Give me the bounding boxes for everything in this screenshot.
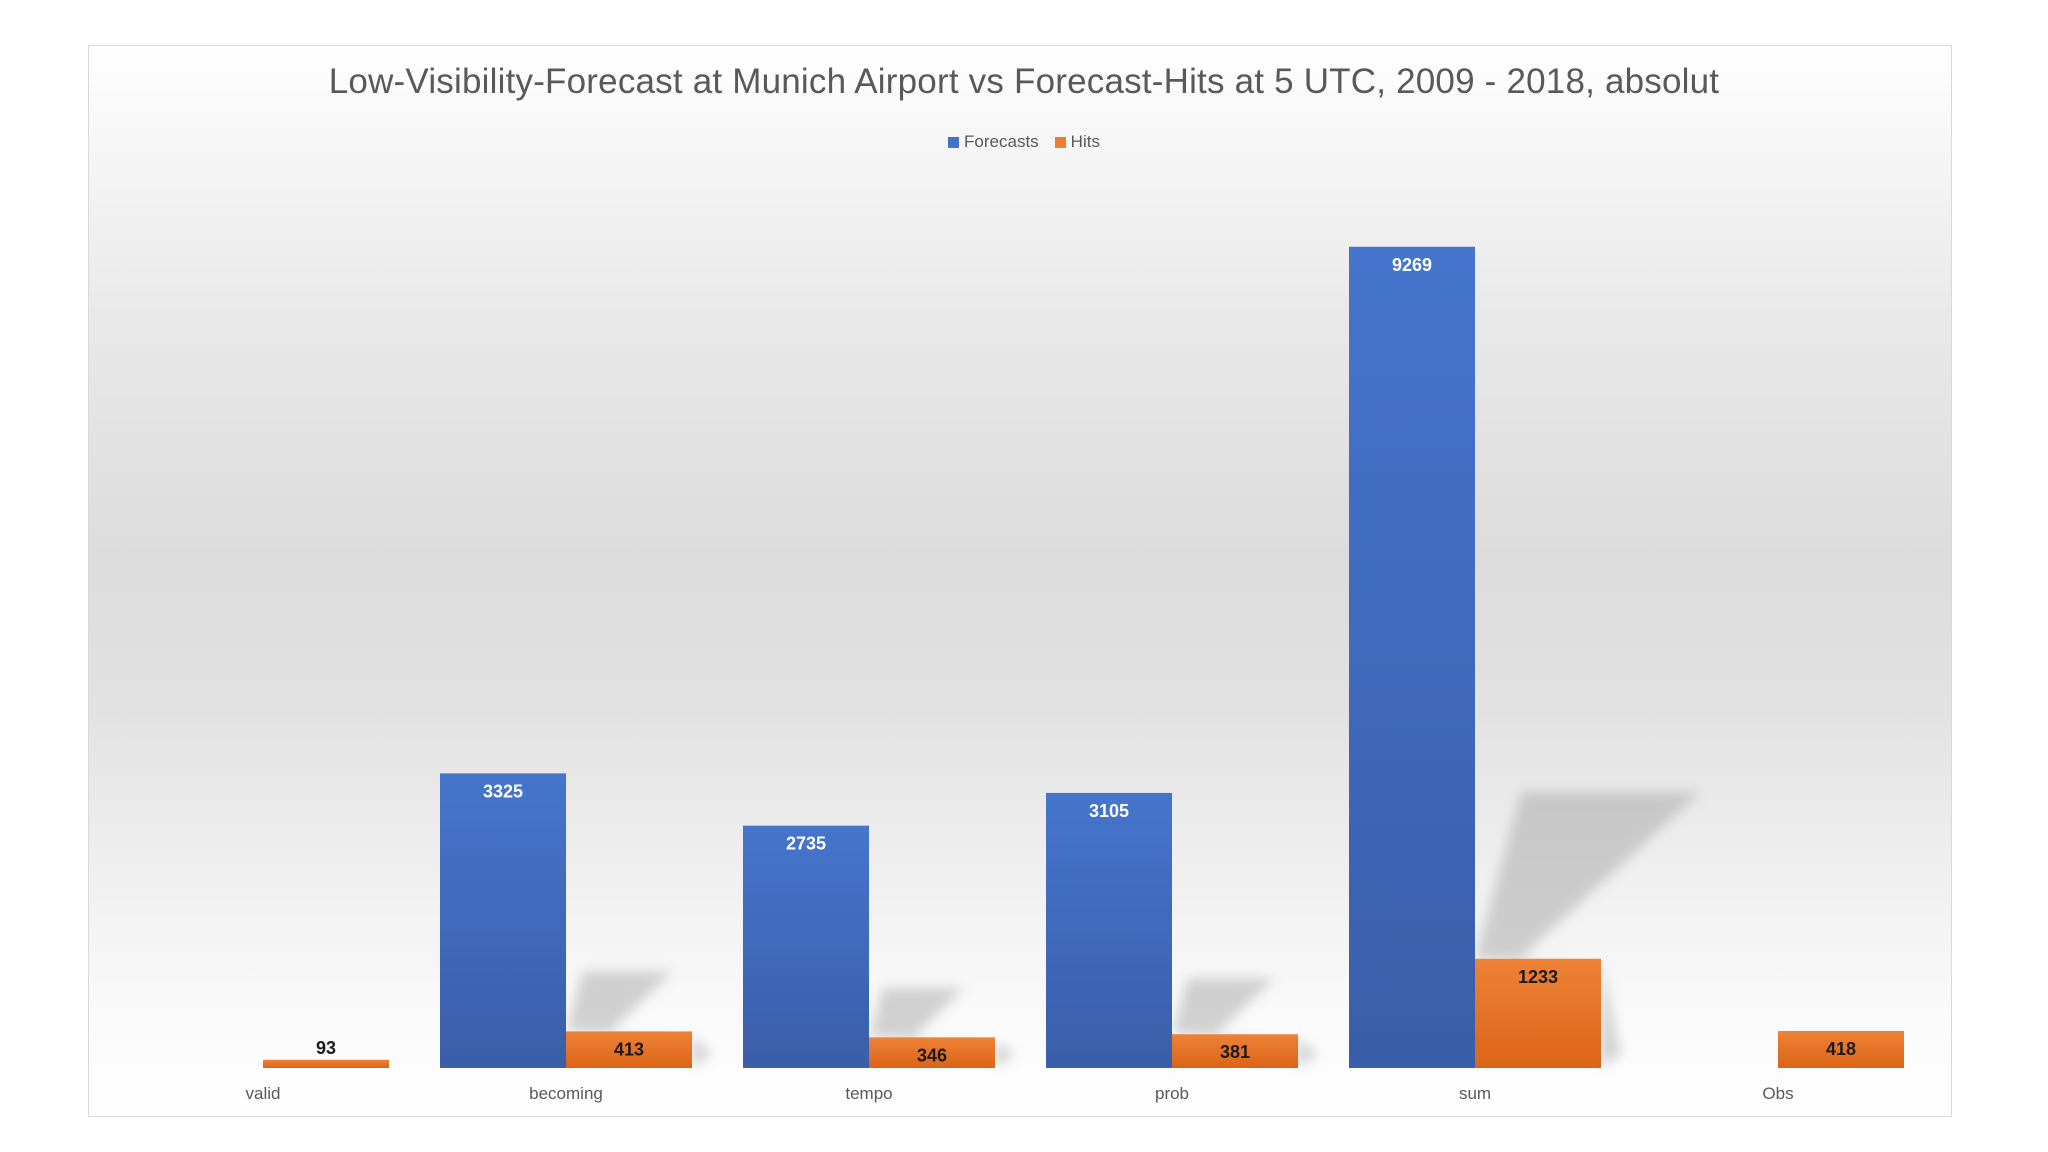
forecasts-data-label-prob: 3105 xyxy=(1089,801,1129,821)
hits-data-label-valid: 93 xyxy=(316,1038,336,1058)
legend-item-hits: Hits xyxy=(1054,132,1100,152)
category-label-tempo: tempo xyxy=(845,1084,892,1103)
hits-data-label-becoming: 413 xyxy=(614,1039,644,1059)
hits-bar-tempo xyxy=(869,1037,995,1068)
hits-bar-prob xyxy=(1172,1034,1298,1068)
legend-item-forecasts: Forecasts xyxy=(948,132,1039,152)
legend-swatch-forecasts xyxy=(948,136,960,148)
forecasts-bar-sum xyxy=(1349,246,1475,1068)
legend-swatch-hits xyxy=(1054,136,1066,148)
category-label-Obs: Obs xyxy=(1762,1084,1793,1103)
chart-title: Low-Visibility-Forecast at Munich Airpor… xyxy=(328,62,1720,101)
forecasts-bar-prob xyxy=(1046,792,1172,1068)
legend: Forecasts Hits xyxy=(0,132,2048,152)
bar-shadow xyxy=(1475,791,1701,1068)
forecasts-data-label-becoming: 3325 xyxy=(483,781,523,801)
hits-data-label-Obs: 418 xyxy=(1826,1039,1856,1059)
category-label-valid: valid xyxy=(246,1084,281,1103)
hits-bar-Obs xyxy=(1778,1030,1904,1068)
hits-bar-valid xyxy=(263,1059,389,1068)
legend-label-forecasts: Forecasts xyxy=(964,132,1039,151)
forecasts-data-label-tempo: 2735 xyxy=(786,834,826,854)
hits-bar-sum xyxy=(1475,958,1601,1068)
bar-shadow xyxy=(1172,978,1318,1068)
hits-bar-becoming xyxy=(566,1031,692,1068)
category-label-sum: sum xyxy=(1459,1084,1491,1103)
category-label-becoming: becoming xyxy=(529,1084,603,1103)
hits-data-label-tempo: 346 xyxy=(917,1045,947,1065)
hits-data-label-sum: 1233 xyxy=(1518,967,1558,987)
chart-area xyxy=(88,45,1952,1117)
forecasts-bar-tempo xyxy=(743,825,869,1068)
legend-label-hits: Hits xyxy=(1070,132,1100,151)
hits-data-label-prob: 381 xyxy=(1220,1042,1250,1062)
bar-shadow xyxy=(566,971,712,1068)
category-label-prob: prob xyxy=(1155,1084,1189,1103)
forecasts-data-label-sum: 9269 xyxy=(1392,255,1432,275)
bar-shadow xyxy=(869,988,1015,1068)
forecasts-bar-becoming xyxy=(440,773,566,1068)
